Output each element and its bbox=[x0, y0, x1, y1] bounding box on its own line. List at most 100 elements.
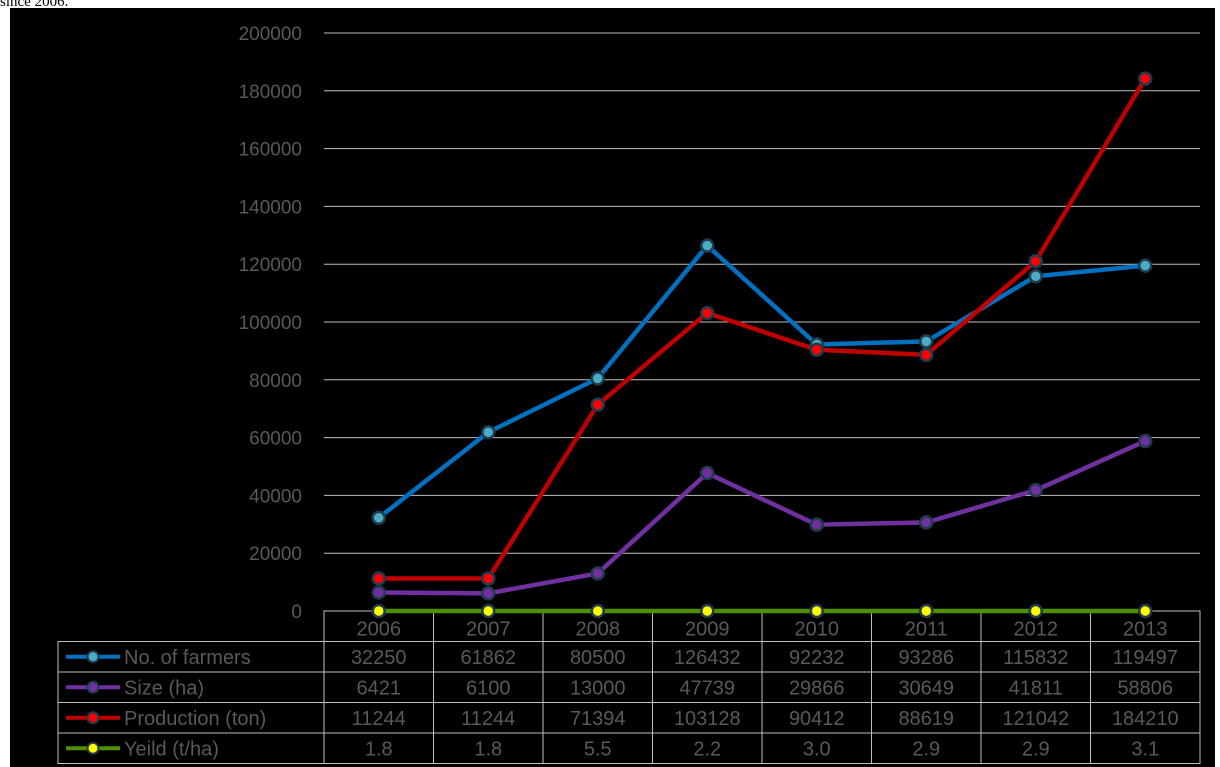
x-tick-label: 2010 bbox=[795, 619, 840, 641]
data-point bbox=[1028, 482, 1043, 498]
gridlines bbox=[324, 32, 1200, 612]
data-label: 6421 bbox=[357, 677, 402, 699]
data-label: 1.8 bbox=[474, 738, 502, 760]
data-point bbox=[700, 305, 715, 321]
caption-text: since 2006. bbox=[0, 0, 69, 10]
x-tick-label: 2007 bbox=[466, 619, 511, 641]
data-label: 2.9 bbox=[1022, 738, 1050, 760]
y-tick-label: 0 bbox=[291, 602, 302, 623]
data-label: 29866 bbox=[789, 677, 845, 699]
series-line bbox=[378, 438, 1147, 596]
y-tick-label: 20000 bbox=[249, 544, 302, 565]
y-tick-label: 80000 bbox=[249, 371, 302, 392]
data-label: 11244 bbox=[461, 708, 515, 730]
data-point bbox=[1138, 603, 1153, 619]
data-point bbox=[590, 566, 605, 581]
data-point bbox=[700, 603, 715, 619]
legend-marker-swatch bbox=[86, 650, 100, 664]
data-label: 71394 bbox=[570, 708, 626, 730]
data-point bbox=[919, 515, 934, 530]
legend-label: Production (ton) bbox=[124, 708, 266, 730]
line-chart: 0 20000 40000 60000 80000 100000 120000 140000 1… bbox=[57, 24, 1201, 764]
data-label: 32250 bbox=[351, 647, 407, 669]
data-label: 3.1 bbox=[1131, 738, 1159, 760]
data-label: 3.0 bbox=[803, 738, 831, 760]
data-point bbox=[700, 465, 715, 481]
data-label: 6100 bbox=[466, 677, 511, 699]
data-point bbox=[371, 603, 386, 619]
data-label: 92232 bbox=[789, 647, 845, 669]
data-point bbox=[371, 510, 386, 526]
data-point bbox=[590, 603, 605, 619]
legend-marker-swatch bbox=[86, 741, 100, 755]
data-point bbox=[481, 424, 496, 440]
data-point bbox=[371, 585, 386, 600]
series-line bbox=[378, 77, 1148, 581]
y-axis: 0 20000 40000 60000 80000 100000 120000 140000 1… bbox=[239, 24, 302, 623]
data-point bbox=[1138, 258, 1153, 273]
data-label: 13000 bbox=[570, 677, 626, 699]
y-tick-label: 100000 bbox=[239, 313, 302, 334]
data-point bbox=[1138, 433, 1153, 449]
x-tick-label: 2011 bbox=[905, 619, 948, 641]
legend-label: Size (ha) bbox=[124, 677, 204, 699]
data-table: 2006 2007 2008 2009 2010 2011 2012 2013 No. of f… bbox=[57, 610, 1201, 764]
y-tick-label: 40000 bbox=[249, 486, 302, 507]
data-label: 41811 bbox=[1009, 677, 1063, 699]
data-point bbox=[1028, 603, 1043, 619]
data-label: 2.9 bbox=[912, 738, 940, 760]
data-point bbox=[590, 371, 605, 386]
data-point bbox=[481, 586, 496, 601]
data-label: 5.5 bbox=[584, 738, 612, 760]
y-tick-label: 180000 bbox=[239, 82, 302, 103]
data-label: 1.8 bbox=[365, 738, 393, 760]
data-point bbox=[919, 334, 934, 349]
data-point bbox=[371, 571, 386, 586]
y-tick-label: 60000 bbox=[249, 429, 302, 450]
legend-label: No. of farmers bbox=[124, 647, 251, 669]
data-label: 115832 bbox=[1003, 647, 1068, 669]
series-markers bbox=[371, 71, 1153, 619]
data-point bbox=[919, 603, 934, 619]
data-point bbox=[481, 571, 496, 586]
data-label: 103128 bbox=[674, 708, 741, 730]
data-label: 119497 bbox=[1113, 647, 1178, 669]
data-point bbox=[809, 342, 824, 357]
legend-marker-swatch bbox=[86, 711, 100, 725]
data-point bbox=[1028, 268, 1043, 284]
data-label: 88619 bbox=[898, 708, 954, 730]
x-tick-label: 2009 bbox=[685, 619, 730, 641]
x-tick-label: 2006 bbox=[357, 619, 402, 641]
data-point bbox=[481, 603, 496, 619]
chart-panel: 0 20000 40000 60000 80000 100000 120000 140000 1… bbox=[10, 8, 1215, 767]
data-point bbox=[919, 347, 934, 363]
x-tick-label: 2008 bbox=[576, 619, 621, 641]
data-label: 90412 bbox=[789, 708, 845, 730]
y-tick-label: 120000 bbox=[239, 255, 302, 276]
data-point bbox=[809, 603, 824, 619]
y-tick-label: 160000 bbox=[239, 140, 302, 161]
data-label: 2.2 bbox=[693, 738, 721, 760]
data-label: 58806 bbox=[1117, 677, 1173, 699]
y-tick-label: 140000 bbox=[239, 197, 302, 218]
x-tick-label: 2012 bbox=[1014, 619, 1059, 641]
data-label: 93286 bbox=[898, 647, 954, 669]
legend-label: Yeild (t/ha) bbox=[124, 738, 219, 760]
data-label: 184210 bbox=[1112, 708, 1179, 730]
data-point bbox=[1028, 253, 1043, 269]
data-label: 80500 bbox=[570, 647, 626, 669]
data-point bbox=[809, 517, 824, 532]
data-point bbox=[700, 238, 715, 253]
series-lines bbox=[377, 77, 1148, 614]
data-label: 126432 bbox=[674, 647, 741, 669]
series-line bbox=[377, 243, 1146, 520]
data-label: 47739 bbox=[679, 677, 735, 699]
data-point bbox=[590, 397, 605, 412]
table-value-cell bbox=[1090, 732, 1201, 764]
data-point bbox=[1138, 71, 1153, 86]
data-label: 30649 bbox=[898, 677, 954, 699]
x-tick-label: 2013 bbox=[1123, 619, 1168, 641]
data-label: 121042 bbox=[1002, 708, 1069, 730]
data-label: 61862 bbox=[460, 647, 516, 669]
legend-marker-swatch bbox=[86, 680, 100, 694]
